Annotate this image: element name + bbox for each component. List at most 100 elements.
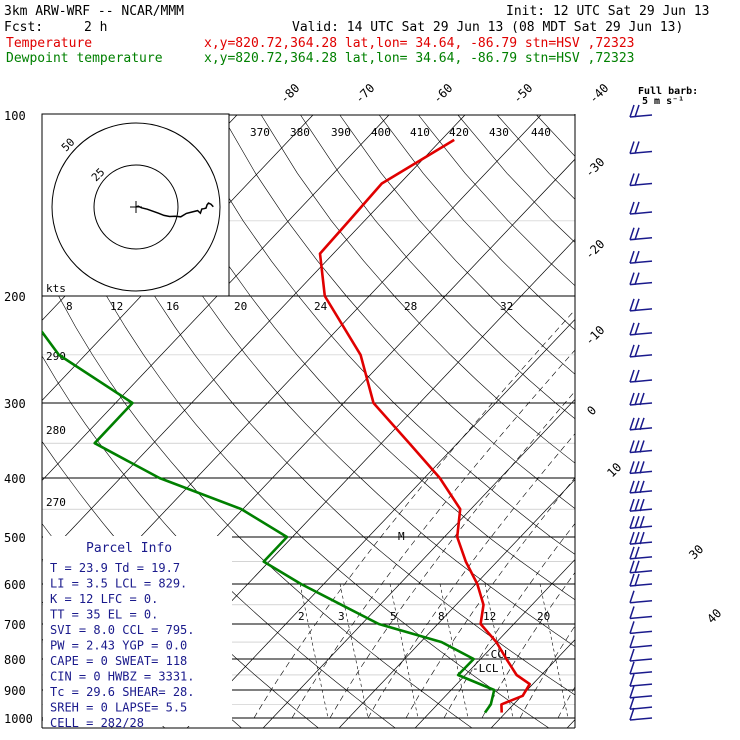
wind-barb — [629, 671, 653, 675]
theta-label-270: 270 — [46, 496, 66, 509]
wind-barb-flag — [634, 322, 640, 336]
parcel-row: CIN = 0 HWBZ = 3331. — [50, 670, 195, 684]
barb-note: Full barb: — [638, 86, 698, 97]
speed-label-20: 20 — [234, 300, 247, 313]
wind-barb — [629, 556, 653, 560]
wind-barb-flag — [634, 461, 640, 474]
wind-barb-flag — [629, 344, 635, 358]
wind-barb-flag — [629, 560, 635, 574]
dry-adiabat — [142, 114, 575, 601]
pressure-label-200: 200 — [4, 290, 26, 304]
isotherm-label--40: -40 — [586, 81, 611, 106]
wind-barb — [629, 354, 653, 358]
wind-barb — [629, 630, 653, 635]
wind-barb-flag — [629, 250, 635, 264]
special-marker: M — [398, 530, 405, 543]
wind-barb-flag — [639, 531, 645, 545]
init-time: Init: 12 UTC Sat 29 Jun 13 — [506, 4, 710, 19]
hodograph-trace — [135, 202, 214, 218]
wind-barb-flag — [639, 461, 645, 474]
wind-barb-flag — [639, 515, 645, 529]
wind-barb — [629, 236, 653, 241]
dry-adiabat — [260, 114, 575, 464]
mixing-ratio-label-3: 3 — [338, 610, 345, 623]
hodograph-ring — [51, 122, 221, 292]
barb-note-units: 5 m s⁻¹ — [642, 96, 684, 107]
wind-barb-flag — [629, 104, 635, 118]
isotherm — [697, 115, 740, 740]
pressure-label-300: 300 — [4, 397, 26, 411]
isotherm — [490, 639, 575, 728]
pressure-label-800: 800 — [4, 653, 26, 667]
dewpoint-legend: Dewpoint temperature — [6, 51, 163, 66]
wind-barb — [629, 570, 653, 574]
dry-adiabat — [42, 263, 473, 728]
wind-barb-flag — [634, 369, 640, 383]
wind-barb-flag — [629, 322, 635, 336]
moist-adiabat — [519, 625, 575, 719]
temperature-legend: Temperature — [6, 36, 92, 51]
dry-adiabat — [300, 114, 575, 420]
mixing-ratio-label-2: 2 — [298, 610, 305, 623]
isotherm — [42, 114, 542, 642]
isotherm-label--70: -70 — [352, 81, 377, 106]
parcel-row: K = 12 LFC = 0. — [50, 592, 158, 606]
wind-barb-flag — [629, 392, 635, 406]
wind-barb-flag — [634, 440, 640, 453]
valid-time: Valid: 14 UTC Sat 29 Jun 13 (08 MDT Sat … — [292, 20, 683, 35]
isotherm — [0, 115, 9, 740]
mixing-ratio-label-20: 20 — [537, 610, 550, 623]
moist-adiabat — [443, 523, 575, 719]
pressure-label-700: 700 — [4, 618, 26, 632]
isotherm-label--20: -20 — [582, 237, 607, 262]
isotherm-label--50: -50 — [510, 81, 535, 106]
wind-barb-flag — [629, 635, 635, 648]
mixing-ratio-line — [299, 583, 329, 719]
pressure-label-600: 600 — [4, 578, 26, 592]
wind-barb-flag — [634, 546, 640, 560]
theta-label-410: 410 — [410, 126, 430, 139]
theta-label-280: 280 — [46, 424, 66, 437]
wind-barb-flag — [634, 201, 640, 215]
isotherm — [262, 398, 575, 728]
moist-adiabat — [557, 686, 575, 719]
isotherm — [42, 114, 466, 562]
wind-barb-flag — [629, 661, 635, 675]
wind-barb-flag — [634, 573, 640, 587]
wind-barb-flag — [629, 461, 635, 474]
wind-barb-flag — [634, 141, 640, 154]
parcel-row: SVI = 8.0 CCL = 795. — [50, 623, 195, 637]
wind-barb-flag — [634, 480, 640, 494]
theta-label-440: 440 — [531, 126, 551, 139]
pressure-label-100: 100 — [4, 109, 26, 123]
mixing-ratio-line — [339, 583, 369, 719]
wind-barb — [629, 260, 653, 264]
wind-barb-flag — [629, 546, 635, 560]
wind-barb-flag — [634, 272, 640, 285]
parcel-row: Tc = 29.6 SHEAR= 28. — [50, 685, 195, 699]
pressure-label-900: 900 — [4, 684, 26, 698]
wind-barb — [629, 644, 653, 649]
dry-adiabat — [339, 114, 575, 375]
wind-barb-flag — [639, 498, 645, 512]
wind-barb-flag — [629, 606, 635, 619]
wind-barb-flag — [629, 685, 635, 699]
wind-barb — [629, 717, 653, 721]
isotherm-label--30: -30 — [582, 155, 607, 180]
wind-barb-flag — [634, 298, 640, 312]
wind-barb — [629, 281, 653, 286]
wind-barb-flag — [634, 173, 640, 186]
wind-barb-flag — [629, 417, 635, 431]
parcel-row: LI = 3.5 LCL = 829. — [50, 577, 187, 591]
isotherm-label-10: 10 — [604, 460, 624, 480]
wind-barb-flag — [629, 648, 635, 662]
theta-label-370: 370 — [250, 126, 270, 139]
wind-barb-flag — [629, 141, 635, 154]
mixing-ratio-line — [439, 583, 469, 719]
isotherm-label--60: -60 — [430, 81, 455, 106]
forecast-hour: 2 h — [84, 20, 107, 35]
pressure-label-500: 500 — [4, 531, 26, 545]
dry-adiabat — [64, 114, 575, 696]
wind-barb-flag — [634, 104, 640, 118]
wind-barb-flag — [634, 227, 640, 240]
